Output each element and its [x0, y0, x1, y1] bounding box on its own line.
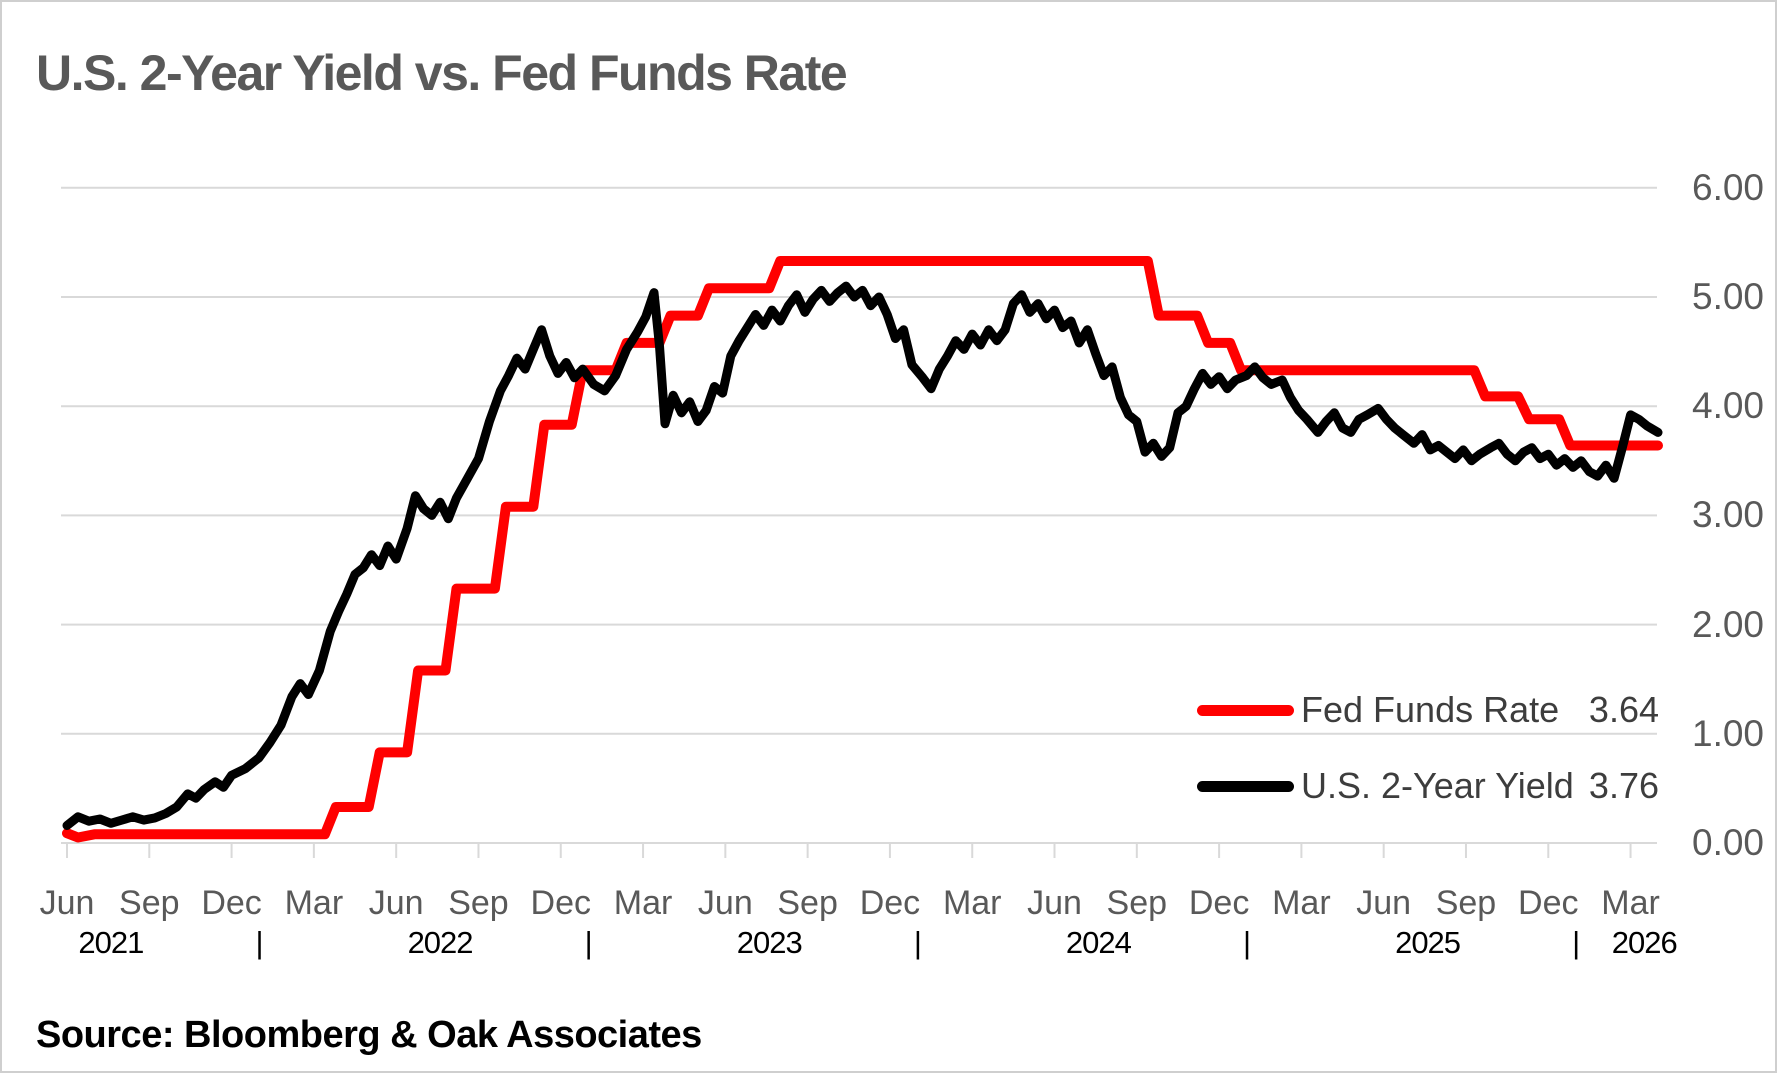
legend-value: 3.76 [1588, 765, 1659, 806]
legend-label: Fed Funds Rate [1301, 689, 1560, 730]
year-separator: | [1572, 925, 1580, 960]
two-year-line-swatch [1197, 781, 1294, 792]
two-year-yield-line [62, 281, 1663, 830]
month-label: Mar [1272, 884, 1331, 922]
source-caption: Source: Bloomberg & Oak Associates [36, 1014, 702, 1056]
month-label: Dec [1188, 884, 1250, 922]
month-label: Mar [1601, 884, 1660, 922]
y-axis-label: 0.00 [1692, 822, 1765, 863]
legend-value: 3.64 [1588, 689, 1659, 730]
year-label: 2025 [1395, 925, 1461, 960]
year-label: 2024 [1065, 925, 1132, 960]
month-label: Dec [201, 884, 262, 922]
fed-funds-line [62, 256, 1663, 843]
legend-entry-fed-funds: Fed Funds Rate 3.64 [1197, 686, 1659, 734]
month-label: Mar [942, 884, 1002, 922]
month-label: Dec [530, 884, 591, 922]
y-axis-label: 3.00 [1692, 494, 1765, 536]
month-label: Dec [1518, 884, 1579, 922]
month-label: Jun [39, 884, 95, 922]
month-label: Jun [1356, 884, 1412, 922]
y-axis-label: 4.00 [1692, 385, 1765, 427]
month-label: Jun [1027, 884, 1082, 922]
legend-label: U.S. 2-Year Yield [1301, 765, 1574, 806]
month-label: Sep [1106, 884, 1168, 922]
month-label: Sep [119, 884, 180, 922]
year-separator: | [584, 925, 593, 960]
year-label: 2026 [1611, 925, 1678, 960]
year-label: 2021 [78, 925, 144, 960]
year-separator: | [1243, 925, 1251, 960]
legend-entry-two-year: U.S. 2-Year Yield 3.76 [1197, 762, 1659, 810]
month-label: Mar [613, 884, 673, 922]
month-label: Sep [777, 884, 838, 922]
month-label: Sep [448, 884, 509, 922]
year-label: 2023 [736, 925, 803, 960]
legend: Fed Funds Rate 3.64 U.S. 2-Year Yield 3.… [1197, 686, 1659, 838]
month-label: Mar [284, 884, 344, 922]
year-separator: | [255, 925, 263, 960]
month-label: Sep [1435, 884, 1497, 922]
page-title: U.S. 2-Year Yield vs. Fed Funds Rate [36, 45, 848, 101]
y-axis-label: 1.00 [1692, 712, 1765, 754]
y-axis-label: 6.00 [1692, 166, 1765, 208]
year-label: 2022 [407, 925, 474, 960]
month-label: Jun [697, 884, 753, 922]
y-axis-label: 2.00 [1692, 603, 1765, 645]
year-separator: | [913, 925, 922, 960]
month-label: Dec [859, 884, 921, 922]
y-axis-label: 5.00 [1692, 276, 1765, 317]
month-label: Jun [368, 884, 424, 922]
fed-funds-line-swatch [1197, 705, 1294, 716]
